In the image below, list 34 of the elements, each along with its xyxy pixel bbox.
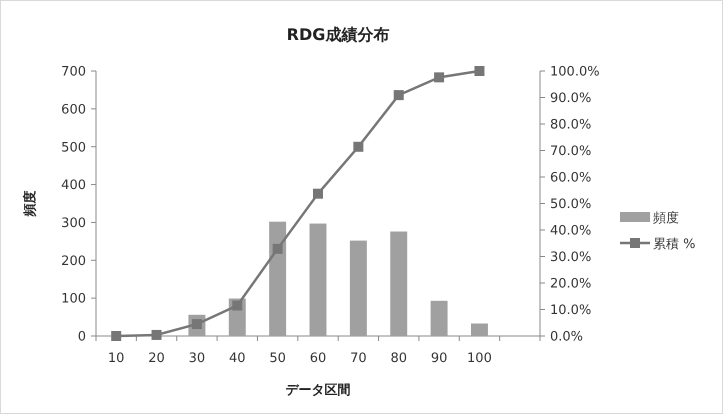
y-tick-label: 700 bbox=[61, 64, 86, 80]
x-tick-label: 30 bbox=[188, 351, 206, 366]
y2-tick-label: 30.0% bbox=[550, 250, 592, 266]
y2-tick-label: 0.0% bbox=[550, 330, 584, 345]
y2-tick-label: 10.0% bbox=[550, 303, 592, 318]
y2-tick-label: 50.0% bbox=[550, 197, 592, 212]
y2-tick-label: 100.0% bbox=[550, 64, 600, 80]
y-tick-label: 0 bbox=[78, 330, 86, 345]
y-tick-label: 100 bbox=[61, 292, 86, 307]
x-tick-label: 60 bbox=[310, 351, 326, 366]
x-tick-label: 20 bbox=[148, 351, 165, 366]
legend-label: 頻度 bbox=[653, 210, 679, 226]
x-tick-label: 50 bbox=[269, 351, 286, 366]
x-tick-label: 70 bbox=[350, 351, 367, 366]
y-tick-label: 500 bbox=[61, 140, 86, 156]
y-tick-label: 300 bbox=[61, 216, 86, 231]
x-tick-label: 90 bbox=[430, 351, 448, 366]
y2-tick-label: 70.0% bbox=[550, 144, 592, 160]
y-tick-label: 400 bbox=[61, 178, 86, 194]
y2-tick-label: 90.0% bbox=[550, 91, 592, 106]
x-tick-label: 10 bbox=[108, 351, 124, 366]
x-tick-label: 100 bbox=[467, 351, 492, 366]
y2-tick-label: 20.0% bbox=[550, 276, 592, 292]
x-axis-title: データ区間 bbox=[286, 383, 350, 398]
y-axis-title: 頻度 bbox=[22, 190, 38, 218]
y2-tick-label: 40.0% bbox=[550, 224, 592, 239]
y-tick-label: 600 bbox=[61, 102, 86, 118]
y2-tick-label: 80.0% bbox=[550, 118, 592, 133]
legend-label: 累積 % bbox=[653, 236, 696, 252]
x-tick-label: 80 bbox=[390, 351, 407, 366]
x-tick-label: 40 bbox=[229, 351, 246, 366]
chart-title: RDG成績分布 bbox=[286, 25, 390, 44]
y2-tick-label: 60.0% bbox=[550, 170, 592, 186]
y-tick-label: 200 bbox=[61, 254, 86, 269]
